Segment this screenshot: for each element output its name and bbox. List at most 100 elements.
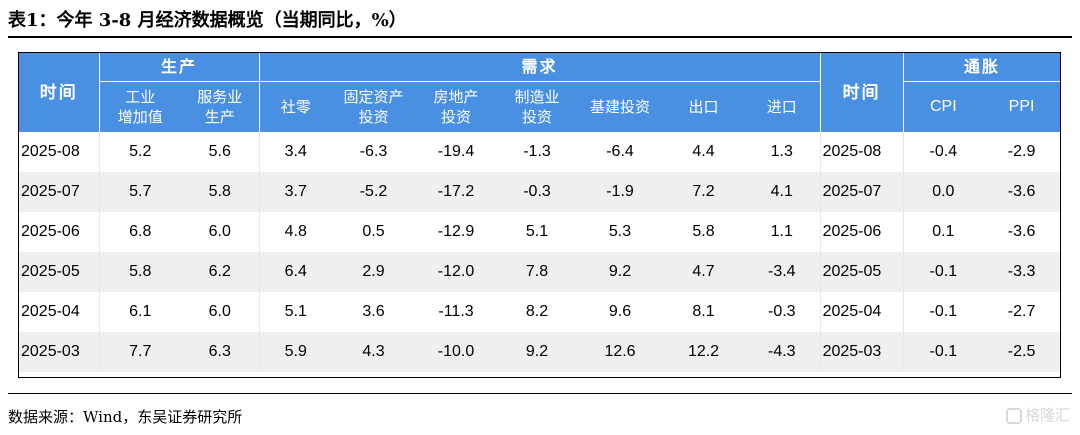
- date-cell: 2025-07: [19, 172, 99, 212]
- value-cell: 4.8: [258, 212, 333, 252]
- col-cpi: CPI: [902, 81, 984, 132]
- col-services: 服务业 生产: [181, 81, 260, 132]
- date-cell: 2025-04: [819, 292, 904, 332]
- value-cell: -0.1: [902, 332, 984, 372]
- col-manufacturing: 制造业 投资: [497, 81, 578, 132]
- value-cell: -3.6: [1007, 223, 1036, 240]
- source-note: 数据来源：Wind，东吴证券研究所: [8, 408, 243, 426]
- col-ppi: PPI: [983, 81, 1061, 132]
- date-cell: 2025-03: [819, 332, 904, 372]
- value-cell: -17.2: [415, 172, 498, 212]
- watermark-logo-icon: [1005, 407, 1022, 424]
- value-cell: 6.0: [208, 223, 231, 240]
- value-cell: 1.3: [770, 143, 793, 160]
- value-cell: 0.1: [902, 212, 984, 252]
- value-cell: 7.7: [98, 332, 181, 372]
- value-cell: -3.4: [744, 252, 821, 292]
- value-cell: 3.4: [258, 132, 333, 172]
- value-cell: 0.5: [362, 223, 385, 240]
- value-cell: -2.9: [1007, 143, 1036, 160]
- value-cell: 5.7: [98, 172, 181, 212]
- value-cell: -0.4: [902, 132, 984, 172]
- date-cell: 2025-05: [819, 252, 904, 292]
- value-cell: 3.7: [258, 172, 333, 212]
- col-imports: 进口: [744, 81, 821, 132]
- value-cell: 5.1: [525, 223, 549, 240]
- value-cell: -0.1: [902, 292, 984, 332]
- value-cell: 7.8: [497, 252, 578, 292]
- watermark: 格隆汇: [1005, 404, 1070, 425]
- value-cell: -12.0: [415, 252, 498, 292]
- value-cell: 8.2: [525, 303, 549, 320]
- value-cell: 5.2: [98, 132, 181, 172]
- title-rule: [8, 36, 1072, 38]
- value-cell: -12.9: [437, 223, 475, 240]
- value-cell: 5.8: [98, 252, 181, 292]
- header-time: 时间: [19, 53, 99, 132]
- date-cell: 2025-04: [21, 303, 80, 320]
- table-row: 2025-03 7.7 6.3 5.9 4.3 -10.0 9.2 12.6 12.2 -4.3 2…: [19, 332, 1061, 372]
- value-cell: 5.3: [608, 223, 632, 240]
- value-cell: 5.1: [258, 292, 333, 332]
- value-cell: 9.6: [608, 303, 632, 320]
- table-row: 2025-07 5.7 5.8 3.7 -5.2 -17.2 -0.3 -1.9 7.2 4.1 2…: [19, 172, 1061, 212]
- value-cell: -10.0: [415, 332, 498, 372]
- value-cell: 6.1: [98, 292, 181, 332]
- col-infrastructure: 基建投资: [577, 81, 664, 132]
- col-fixed-asset: 固定资产 投资: [332, 81, 416, 132]
- value-cell: 12.2: [663, 332, 745, 372]
- value-cell: 4.3: [332, 332, 416, 372]
- value-cell: 1.1: [770, 223, 793, 240]
- value-cell: -0.1: [902, 252, 984, 292]
- value-cell: 9.2: [497, 332, 578, 372]
- header-group-inflation: 通胀: [902, 53, 1061, 82]
- value-cell: 5.8: [181, 172, 260, 212]
- value-cell: 3.6: [362, 303, 385, 320]
- date-cell: 2025-05: [19, 252, 99, 292]
- value-cell: -19.4: [437, 143, 475, 160]
- date-cell: 2025-07: [819, 172, 904, 212]
- col-real-estate: 房地产 投资: [415, 81, 498, 132]
- table-row: 2025-08 5.2 5.6 3.4 -6.3 -19.4 -1.3 -6.4 4.4 1.3 2…: [19, 132, 1060, 172]
- value-cell: 6.3: [181, 332, 260, 372]
- value-cell: -11.3: [438, 303, 474, 320]
- value-cell: -1.3: [523, 143, 551, 160]
- value-cell: 6.8: [98, 212, 181, 252]
- value-cell: -6.3: [359, 143, 388, 160]
- value-cell: 2.9: [332, 252, 416, 292]
- source-rule: [8, 393, 1072, 394]
- value-cell: 0.0: [902, 172, 984, 212]
- value-cell: -2.7: [1007, 303, 1036, 320]
- date-cell: 2025-08: [819, 132, 904, 172]
- value-cell: -5.2: [332, 172, 416, 212]
- value-cell: 4.4: [692, 143, 715, 160]
- header-time-2: 时间: [819, 53, 904, 132]
- value-cell: -6.4: [606, 143, 634, 160]
- table-frame: [18, 52, 1061, 378]
- value-cell: -3.6: [983, 172, 1061, 212]
- value-cell: 4.1: [744, 172, 821, 212]
- table-title: 表1：今年 3-8 月经济数据概览（当期同比，%）: [8, 10, 407, 31]
- table-row: 2025-05 5.8 6.2 6.4 2.9 -12.0 7.8 9.2 4.7 -3.4 202…: [19, 252, 1061, 292]
- date-cell: 2025-03: [19, 332, 99, 372]
- value-cell: -0.3: [768, 303, 796, 320]
- col-industrial: 工业 增加值: [98, 81, 181, 132]
- header-group-production: 生产: [98, 53, 260, 82]
- col-retail: 社零: [258, 81, 333, 132]
- value-cell: 5.9: [258, 332, 333, 372]
- value-cell: 5.6: [208, 143, 231, 160]
- date-cell: 2025-06: [21, 223, 80, 240]
- col-exports: 出口: [663, 81, 745, 132]
- value-cell: 6.4: [258, 252, 333, 292]
- date-cell: 2025-06: [819, 212, 904, 252]
- value-cell: 8.1: [692, 303, 715, 320]
- economic-data-table: 时间 生产 需求 时间 通胀 工业 增加值 服务业 生产 社零 固定资产 投资 …: [19, 53, 1061, 372]
- value-cell: -2.5: [983, 332, 1061, 372]
- value-cell: -3.3: [983, 252, 1061, 292]
- value-cell: 5.8: [692, 223, 715, 240]
- table-row: 2025-04 6.1 6.0 5.1 3.6 -11.3 8.2 9.6 8.1 -0.3 202…: [19, 292, 1060, 332]
- table-row: 2025-06 6.8 6.0 4.8 0.5 -12.9 5.1 5.3 5.8 1.1 2025…: [19, 212, 1060, 252]
- watermark-text: 格隆汇: [1024, 406, 1070, 424]
- value-cell: -0.3: [497, 172, 578, 212]
- value-cell: -4.3: [744, 332, 821, 372]
